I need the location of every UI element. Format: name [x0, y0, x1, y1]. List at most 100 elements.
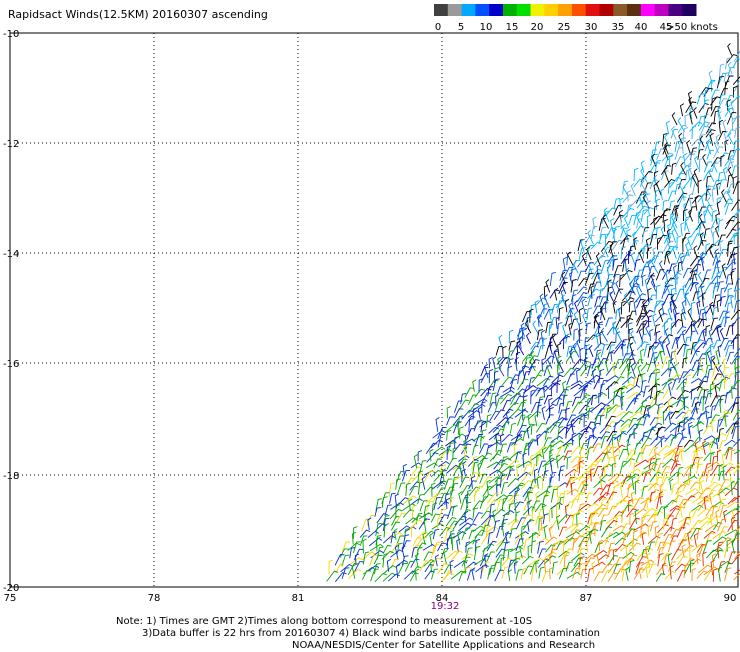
wind-barb [600, 415, 605, 425]
wind-barb [530, 309, 534, 323]
wind-barb [616, 318, 625, 329]
wind-barb [601, 328, 607, 342]
wind-barb [656, 574, 665, 582]
wind-barb [681, 104, 684, 117]
wind-barb [648, 542, 655, 552]
wind-barb [503, 346, 507, 357]
wind-barb [546, 404, 557, 411]
wind-barb [671, 358, 676, 370]
wind-barb [568, 252, 573, 265]
wind-barb [710, 133, 713, 146]
latitude-tick-label: -18 [3, 471, 19, 482]
wind-barb [589, 345, 593, 357]
wind-barb [711, 502, 724, 508]
wind-barb [499, 335, 503, 349]
note-line-3: NOAA/NESDIS/Center for Satellite Applica… [292, 640, 595, 652]
wind-barb [528, 411, 541, 419]
wind-barb [614, 289, 623, 301]
wind-barb [487, 462, 500, 468]
wind-barb [567, 457, 571, 470]
wind-barb [543, 458, 556, 467]
wind-barb [521, 532, 524, 544]
wind-barb [412, 505, 416, 517]
wind-barb [734, 574, 740, 581]
wind-barb [582, 299, 585, 313]
wind-barb [545, 295, 550, 308]
wind-barb [508, 479, 519, 487]
wind-barb [539, 549, 547, 558]
wind-barb [594, 572, 603, 581]
wind-barb [602, 282, 613, 292]
wind-barb [702, 257, 705, 271]
wind-barb [703, 154, 707, 166]
wind-barb [557, 300, 563, 312]
wind-barb [671, 320, 682, 330]
wind-barb [672, 127, 677, 140]
wind-barb [524, 539, 531, 551]
wind-barb [657, 565, 668, 575]
wind-barb [473, 445, 479, 455]
wind-barb [613, 482, 627, 488]
wind-barb [658, 235, 667, 244]
wind-barb [625, 216, 629, 229]
wind-barb [567, 489, 579, 494]
wind-barb [502, 498, 507, 510]
wind-barb [680, 503, 683, 518]
wind-barb [694, 246, 698, 259]
wind-barb [725, 413, 729, 427]
wind-barb [725, 392, 731, 403]
wind-barb [719, 180, 725, 190]
wind-barb [663, 388, 673, 399]
wind-barb [648, 525, 652, 536]
wind-barb [648, 373, 655, 383]
wind-barb [683, 128, 688, 141]
wind-barb [663, 535, 673, 546]
wind-barb [557, 446, 566, 456]
wind-barb [515, 396, 524, 405]
wind-barb [631, 252, 635, 266]
wind-barb [599, 272, 602, 287]
wind-barb [485, 364, 488, 378]
wind-barb [458, 456, 469, 462]
wind-barb [685, 114, 689, 126]
wind-barb [614, 500, 626, 509]
wind-barb [697, 301, 700, 314]
wind-barb [424, 471, 434, 482]
wind-barb [404, 571, 416, 579]
wind-barb [542, 496, 548, 509]
wind-barb [704, 436, 715, 441]
wind-barb [664, 168, 668, 183]
latitude-tick-label: -12 [3, 139, 19, 150]
wind-barb [677, 337, 681, 349]
wind-barb [436, 418, 440, 432]
wind-barb [655, 215, 666, 225]
wind-barb [626, 567, 629, 580]
wind-barb [383, 536, 395, 543]
wind-barb [636, 278, 642, 292]
wind-barb [725, 203, 733, 214]
wind-barb [709, 442, 712, 455]
wind-barb [601, 345, 608, 358]
wind-barb [672, 163, 677, 175]
wind-barb [710, 344, 714, 356]
wind-barb [619, 449, 627, 459]
wind-barb [724, 167, 727, 181]
wind-barb [699, 430, 703, 442]
wind-barb [377, 547, 383, 559]
wind-barb [704, 346, 715, 355]
wind-barb [655, 510, 659, 524]
wind-barb [543, 338, 548, 349]
wind-barb [552, 506, 556, 518]
wind-barb [665, 328, 669, 343]
wind-barb [733, 338, 737, 350]
wind-barb [335, 573, 346, 582]
wind-barb [527, 333, 531, 344]
note-line-2: 3)Data buffer is 22 hrs from 20160307 4)… [142, 628, 600, 640]
wind-barb [668, 541, 675, 552]
wind-barb [650, 522, 657, 532]
wind-barb [563, 395, 567, 406]
wind-barb [532, 375, 542, 383]
wind-barb [686, 375, 691, 385]
wind-barb [606, 318, 613, 327]
wind-barb [586, 436, 597, 441]
